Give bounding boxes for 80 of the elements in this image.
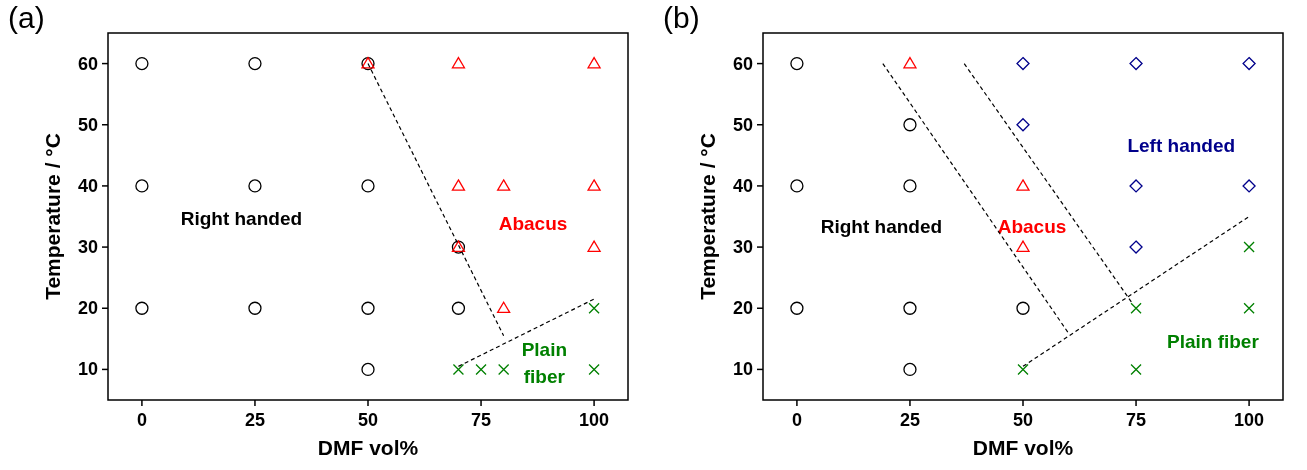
x-tick-label: 0 — [136, 410, 147, 430]
point — [1130, 302, 1142, 314]
y-tick-label: 30 — [77, 237, 98, 258]
x-tick-label: 100 — [579, 410, 610, 430]
point — [1129, 240, 1143, 254]
x-tick-label: 100 — [1234, 410, 1265, 430]
point — [790, 179, 804, 193]
series-label: Right handed — [180, 208, 303, 230]
point — [451, 56, 466, 69]
point — [1242, 56, 1256, 71]
point — [361, 179, 375, 193]
x-tick-label: 50 — [357, 410, 379, 430]
point — [361, 362, 375, 377]
point — [135, 301, 149, 315]
series-label: Left handed — [1127, 134, 1236, 156]
point — [497, 301, 511, 314]
y-tick-label: 40 — [77, 175, 98, 196]
x-tick-label: 25 — [899, 410, 920, 430]
y-tick-label: 30 — [732, 237, 753, 258]
point — [1129, 56, 1143, 71]
point — [1017, 363, 1029, 376]
y-tick-label: 10 — [77, 359, 98, 380]
point — [903, 179, 917, 193]
point — [1016, 240, 1030, 252]
y-axis-title: Temperature / °C — [41, 133, 64, 300]
point — [1129, 179, 1143, 193]
point — [1016, 56, 1030, 71]
chart-title: (b) — [663, 1, 700, 34]
point — [1130, 363, 1142, 376]
y-tick-label: 20 — [77, 298, 98, 319]
point — [248, 56, 262, 71]
point — [248, 179, 262, 193]
series-label: Abacus — [997, 215, 1067, 237]
x-tick-label: 25 — [244, 410, 265, 430]
point — [903, 56, 917, 69]
x-axis-title: DMF vol% — [317, 436, 419, 459]
y-axis-title: Temperature / °C — [696, 133, 719, 300]
point — [588, 363, 600, 376]
point — [475, 363, 487, 376]
point — [903, 301, 917, 315]
point — [1016, 301, 1030, 315]
point — [587, 240, 601, 252]
point — [135, 56, 149, 71]
point — [498, 363, 510, 376]
y-tick-label: 60 — [77, 53, 98, 74]
point — [451, 301, 466, 315]
point — [248, 301, 262, 315]
point — [497, 179, 511, 191]
point — [790, 301, 804, 315]
point — [451, 179, 466, 191]
point — [1242, 179, 1256, 193]
point — [903, 118, 917, 132]
point — [1243, 302, 1255, 314]
series-label: Plain fiber — [521, 339, 568, 388]
chart-title: (a) — [8, 1, 45, 34]
point — [587, 56, 601, 69]
y-tick-label: 60 — [732, 53, 753, 74]
x-axis-title: DMF vol% — [972, 436, 1074, 459]
point — [587, 179, 601, 191]
y-tick-label: 20 — [732, 298, 753, 319]
point — [1016, 118, 1030, 132]
point — [1243, 241, 1255, 253]
series-label: Plain fiber — [1166, 331, 1260, 353]
y-tick-label: 40 — [732, 175, 753, 196]
point — [903, 362, 917, 377]
x-tick-label: 75 — [1126, 410, 1147, 430]
series-label: Abacus — [498, 212, 568, 234]
x-tick-label: 0 — [791, 410, 802, 430]
series-label: Right handed — [820, 215, 943, 237]
y-tick-label: 50 — [77, 114, 98, 135]
point — [588, 302, 600, 314]
y-tick-label: 50 — [732, 114, 753, 135]
point — [452, 363, 465, 376]
point — [1016, 179, 1030, 191]
point — [135, 179, 149, 193]
y-tick-label: 10 — [732, 359, 753, 380]
point — [790, 56, 804, 71]
x-tick-label: 75 — [471, 410, 492, 430]
point — [361, 301, 375, 315]
x-tick-label: 50 — [1012, 410, 1034, 430]
